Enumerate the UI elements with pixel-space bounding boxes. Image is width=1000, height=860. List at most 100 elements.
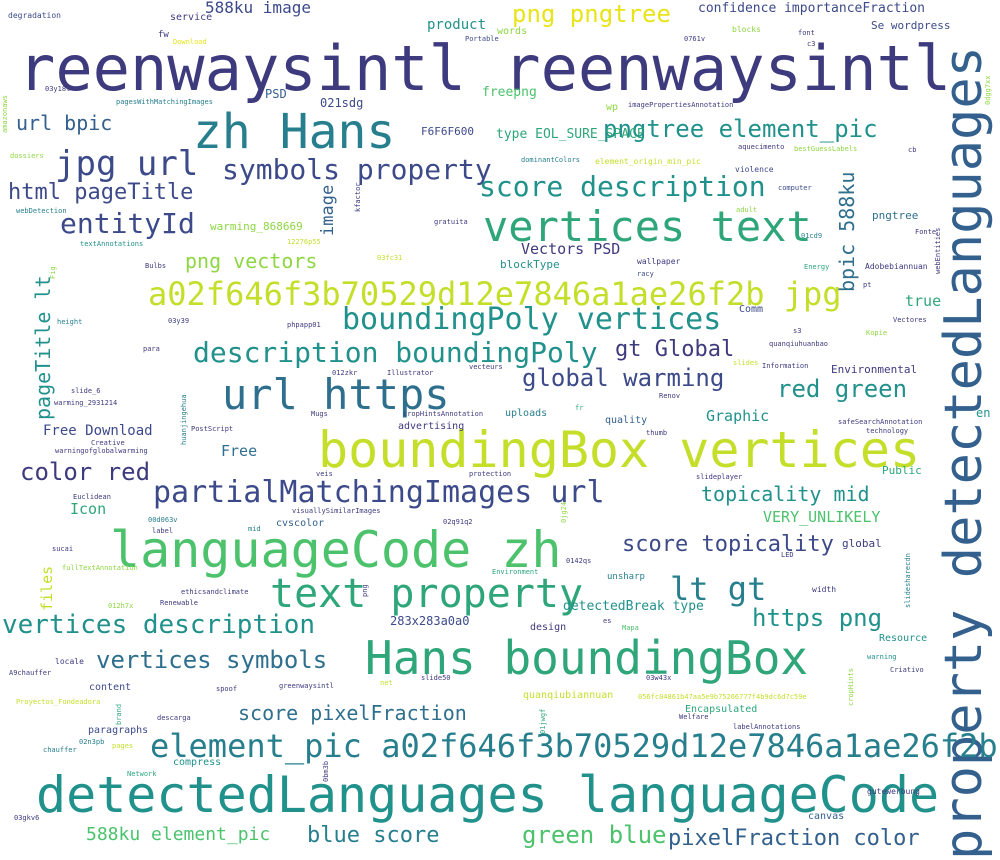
word-cloud-term: width [812, 585, 837, 594]
word-cloud-term: Energy [804, 263, 830, 271]
word-cloud-term: descarga [157, 714, 191, 722]
word-cloud-term: gratuita [434, 218, 468, 226]
word-cloud-term: boundingPoly vertices [342, 302, 722, 337]
word-cloud-term: score topicality [622, 532, 834, 557]
word-cloud-term: 01cd9 [801, 232, 823, 240]
word-cloud-term: 02q91q2 [443, 518, 473, 526]
word-cloud-term: Creative [91, 439, 125, 447]
word-cloud-term: element_origin_min_pic [595, 157, 701, 166]
word-cloud-term: thumb [646, 429, 668, 437]
word-cloud-term: pagesWithMatchingImages [116, 98, 213, 106]
word-cloud-term: locale [55, 657, 84, 666]
word-cloud-term: veis [316, 470, 333, 478]
word-cloud-term: element_pic a02f646f3b70529d12e7846a1ae2… [150, 727, 998, 765]
word-cloud-term: pt [863, 281, 872, 289]
word-cloud-term: visuallySimilarImages [292, 507, 381, 515]
word-cloud-term: png vectors [185, 249, 318, 273]
word-cloud-term: slide_6 [71, 387, 101, 395]
word-cloud-term: warning [867, 653, 897, 661]
word-cloud-term: canvas [808, 811, 845, 822]
word-cloud-term: brand [115, 703, 123, 725]
word-cloud-term: greenwaysintl [279, 682, 334, 690]
word-cloud-term: wallpaper [637, 257, 681, 266]
word-cloud-term: Fig [49, 266, 57, 279]
word-cloud-term: zh Hans [193, 104, 396, 160]
word-cloud-term: green blue [522, 821, 667, 849]
word-cloud-term: blockType [500, 258, 560, 271]
word-cloud-term: 012zkr [332, 369, 358, 377]
word-cloud-term: 588ku element_pic [86, 824, 271, 845]
word-cloud-term: blocks [732, 25, 761, 34]
word-cloud-term: 03fc31 [377, 254, 403, 262]
word-cloud-term: textAnnotations [80, 240, 144, 248]
word-cloud-term: Comm [739, 304, 764, 315]
word-cloud-term: html pageTitle [8, 180, 194, 205]
word-cloud-term: red green [777, 375, 908, 403]
word-cloud-term: 021sdg [320, 96, 364, 110]
word-cloud-term: vertices description [2, 610, 316, 640]
word-cloud-term: mid [248, 525, 261, 533]
word-cloud-term: gt Global [615, 337, 735, 362]
word-cloud-term: imagePropertiesAnnotation [628, 101, 734, 109]
word-cloud-term: slideplayer [696, 473, 743, 481]
word-cloud-term: Proyectos_Fondeadora [16, 698, 101, 706]
word-cloud-term: 03y39 [168, 317, 190, 325]
word-cloud-term: dossiers [10, 152, 44, 160]
word-cloud-term: Welfare [679, 713, 709, 721]
word-cloud-term: true [905, 292, 942, 310]
word-cloud-term: blue score [307, 823, 440, 848]
word-cloud-term: en [976, 406, 991, 420]
word-cloud-term: reenwaysintl reenwaysintl [18, 32, 952, 105]
word-cloud-term: LED [781, 551, 794, 559]
word-cloud-term: type EOL_SURE_SPACE [496, 127, 645, 142]
word-cloud-term: Public [882, 464, 922, 477]
word-cloud-term: computer [778, 184, 812, 192]
word-cloud-term: slides [733, 359, 759, 367]
word-cloud-term: topicality mid [701, 482, 870, 506]
word-cloud-term: webDetection [16, 207, 67, 215]
word-cloud-term: Portable [465, 35, 499, 43]
word-cloud-term: Resource [879, 633, 928, 644]
word-cloud-term: Mugs [311, 410, 328, 418]
word-cloud-term: Adobebiannuan [865, 262, 928, 271]
word-cloud-term: 12276p55 [287, 238, 321, 246]
word-cloud-term: racy [637, 270, 654, 278]
word-cloud-term: protection [469, 470, 512, 478]
word-cloud-term: fw [158, 30, 169, 40]
word-cloud-term: Network [127, 770, 157, 778]
word-cloud-term: cropHints [847, 668, 855, 706]
word-cloud-term: VERY_UNLIKELY [763, 508, 881, 526]
word-cloud-term: spoof [216, 685, 238, 693]
word-cloud-term: url https [222, 370, 450, 419]
word-cloud-term: font [798, 29, 815, 37]
word-cloud-term: pageTitle lt [31, 275, 55, 421]
word-cloud-term: 283x283a0a0 [390, 614, 470, 628]
word-cloud-term: Illustrator [387, 369, 434, 377]
word-cloud-term: Environmental [831, 363, 918, 376]
word-cloud-term: label [152, 527, 174, 535]
word-cloud-term: global warming [522, 364, 725, 392]
word-cloud-term: warningofglobalwarming [55, 447, 148, 455]
word-cloud-term: cropHintsAnnotation [403, 410, 484, 418]
word-cloud-term: bpic 588ku [835, 171, 859, 292]
word-cloud-term: Renewable [160, 599, 198, 607]
word-cloud-term: a02f646f3b70529d12e7846a1ae26f2b jpg [148, 275, 842, 313]
word-cloud-term: Free Download [43, 423, 153, 439]
word-cloud-term: s3 [793, 327, 802, 335]
word-cloud-term: phpapp01 [287, 321, 321, 329]
word-cloud-term: uploads [505, 408, 548, 419]
word-cloud-term: design [530, 622, 567, 633]
word-cloud-term: Hans boundingBox [365, 631, 809, 685]
word-cloud-term: vecteurs [469, 363, 503, 371]
word-cloud-term: PSD [265, 87, 287, 101]
word-cloud-term: gutewerbung [867, 787, 920, 796]
word-cloud-term: bestGuessLabels [794, 145, 858, 153]
word-cloud-term: F6F6F600 [421, 125, 474, 138]
word-cloud-term: freepng [482, 85, 537, 100]
word-cloud-term: color red [20, 458, 151, 486]
word-cloud-term: 0142qs [566, 557, 592, 565]
word-cloud-term: entityId [60, 207, 195, 240]
word-cloud-term: Icon [70, 500, 107, 518]
word-cloud-term: 03gkv6 [14, 814, 40, 822]
word-cloud-term: safeSearchAnnotation [838, 418, 923, 426]
